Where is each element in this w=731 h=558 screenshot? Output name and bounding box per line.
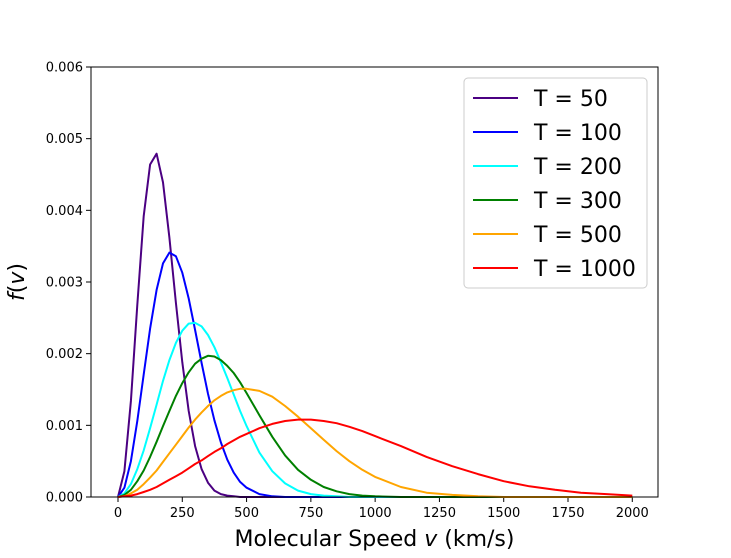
legend-label: T = 50: [533, 87, 608, 112]
y-tick-label: 0.006: [46, 61, 83, 76]
plot-frame: [90, 66, 659, 498]
y-axis-label-function: f: [5, 290, 30, 301]
x-axis-ticks: 0 250 500 750 1000 1250 1500 1750 2000: [114, 497, 649, 521]
y-tick-label: 0.003: [46, 276, 83, 291]
series-line-5: [117, 418, 633, 498]
legend-label: T = 1000: [533, 257, 636, 282]
x-tick-label: 500: [234, 506, 259, 521]
x-axis-label-unit: (km/s): [437, 527, 514, 552]
x-tick-label: 0: [114, 506, 122, 521]
series-line-2: [117, 321, 633, 498]
x-tick-label: 1000: [359, 506, 392, 521]
y-axis-label: f(v): [5, 263, 30, 301]
y-tick-label: 0.005: [46, 132, 83, 147]
legend-label: T = 500: [533, 223, 622, 248]
y-axis-ticks: 0.000 0.001 0.002 0.003 0.004 0.005 0.006: [46, 61, 91, 506]
x-tick-label: 1750: [551, 506, 584, 521]
legend: T = 50 T = 100 T = 200 T = 300 T = 500 T = 10…: [463, 77, 648, 289]
x-axis-label: Molecular Speed v (km/s): [235, 527, 515, 552]
legend-label: T = 200: [533, 155, 622, 180]
y-tick-label: 0.002: [46, 347, 83, 362]
x-tick-label: 250: [170, 506, 195, 521]
x-tick-label: 750: [298, 506, 323, 521]
legend-label: T = 300: [533, 189, 622, 214]
y-axis-label-variable: v: [5, 271, 30, 285]
legend-box: [463, 77, 648, 289]
y-axis-label-close-paren: ): [5, 263, 30, 272]
x-axis-label-variable: v: [424, 527, 438, 552]
legend-label: T = 100: [533, 121, 622, 146]
series-line-4: [117, 387, 633, 498]
y-tick-label: 0.001: [46, 419, 83, 434]
x-axis-label-prefix: Molecular Speed: [235, 527, 425, 552]
y-tick-label: 0.000: [46, 491, 83, 506]
y-tick-label: 0.004: [46, 204, 83, 219]
x-tick-label: 1250: [423, 506, 456, 521]
x-tick-label: 1500: [487, 506, 520, 521]
series-line-1: [117, 251, 633, 498]
y-axis-label-open-paren: (: [5, 285, 30, 294]
x-tick-label: 2000: [616, 506, 649, 521]
